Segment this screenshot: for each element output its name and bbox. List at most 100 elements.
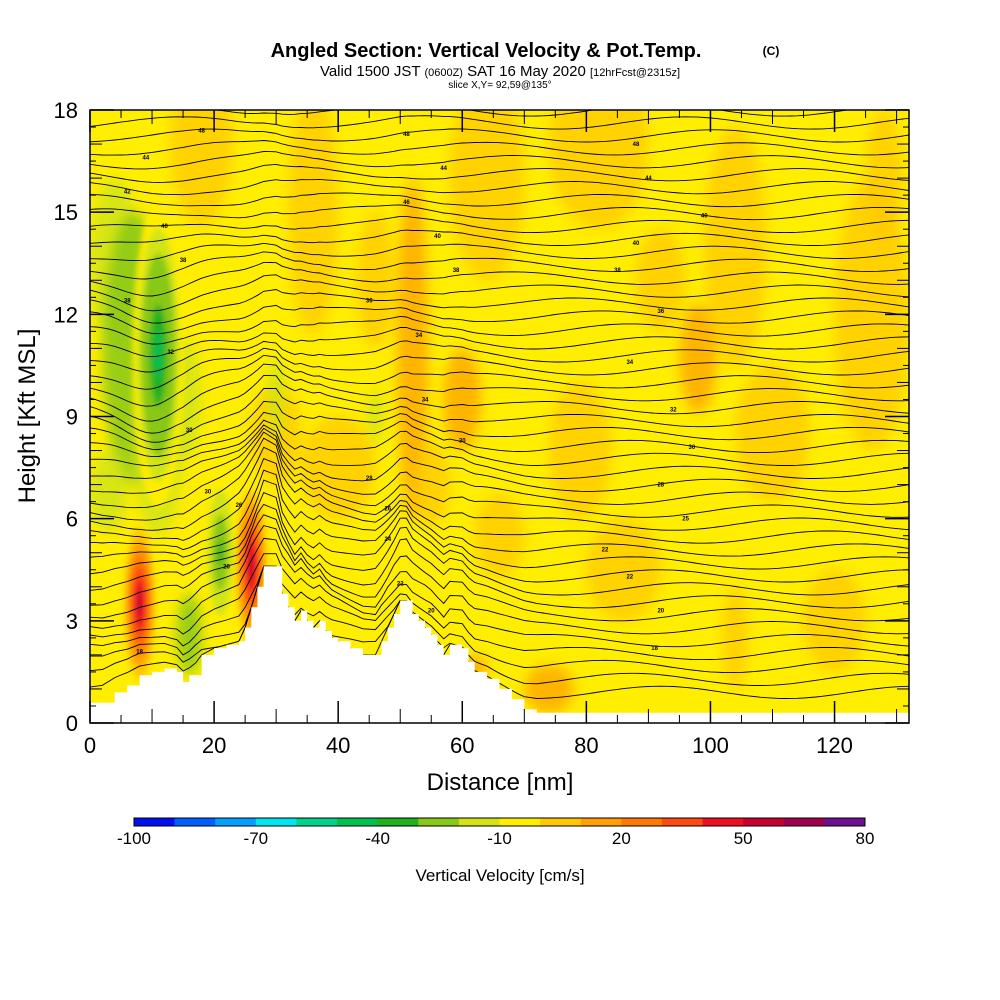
isentrope-label: 30 [688, 445, 695, 451]
field-patch [524, 665, 574, 713]
y-tick-label: 9 [66, 405, 78, 430]
isentrope-line [90, 128, 909, 143]
colorbar-swatch [337, 818, 378, 826]
colorbar-swatch [661, 818, 703, 826]
colorbar-swatch [580, 818, 622, 826]
isentrope-label: 38 [453, 268, 460, 274]
isentrope-label: 25 [682, 517, 689, 523]
y-tick-label: 15 [54, 200, 78, 225]
isentrope-line [90, 229, 909, 246]
colorbar-swatch [418, 818, 460, 826]
isentrope-line [90, 565, 909, 661]
isentrope-line [90, 375, 909, 434]
isentrope-line [90, 525, 909, 622]
colorbar-frame [133, 817, 866, 827]
field-patch [288, 110, 339, 335]
x-tick-label: 80 [574, 733, 598, 758]
isentrope-label: 18 [136, 649, 143, 655]
isentrope-label: 42 [124, 190, 131, 196]
field-patch [412, 443, 450, 526]
isentrope-labels: 48 48 48 44 44 44 42 46 40 40 40 40 38 38 38 38 36 36 34 32… [124, 128, 708, 655]
isentrope-label: 38 [180, 258, 187, 264]
colorbar-tick-label: 80 [856, 829, 875, 848]
isentrope-line [90, 431, 909, 509]
colorbar-tick-label: -100 [117, 829, 151, 848]
isentrope-line [90, 437, 909, 521]
valid-time-utc: (0600Z) [424, 67, 463, 79]
isentrope-line [90, 327, 909, 358]
isentrope-line [90, 514, 909, 609]
colorbar-tick-label: 20 [612, 829, 631, 848]
isentrope-line [90, 304, 909, 335]
isentrope-line [90, 251, 909, 280]
isentrope-label: 30 [459, 438, 466, 444]
valid-time-local: Valid 1500 JST [320, 63, 420, 80]
isentrope-line [90, 411, 909, 458]
isentrope-line [90, 388, 909, 443]
colorbar-swatch [621, 818, 663, 826]
isentrope-line [90, 151, 909, 170]
isentrope-line [90, 427, 909, 494]
isentrope-label: 32 [167, 350, 174, 356]
isentrope-line [90, 340, 909, 373]
isentrope-label: 26 [223, 564, 230, 570]
colorbar-tick-label: 50 [734, 829, 753, 848]
colorbar-swatch [824, 818, 866, 826]
isentrope-line [90, 363, 909, 422]
valid-time-line: Valid 1500 JST (0600Z) SAT 16 May 2020 [… [320, 63, 680, 80]
isentrope-label: 22 [626, 575, 633, 581]
isentrope-label: 20 [428, 609, 435, 615]
x-tick-label: 60 [450, 733, 474, 758]
colorbar-swatch [255, 818, 297, 826]
isentrope-label: 26 [384, 506, 391, 512]
isentrope-line [90, 347, 909, 390]
field-patch [735, 365, 810, 502]
isentrope-label: 38 [614, 268, 621, 274]
field-patch [722, 586, 748, 689]
field-patch [170, 110, 233, 226]
isentrope-line [90, 503, 909, 596]
colorbar-swatch [174, 818, 216, 826]
isentrope-label: 20 [657, 609, 664, 615]
colorbar: -100 -70 -40 -10 20 50 80 [117, 817, 875, 848]
colorbar-tick-label: -40 [365, 829, 390, 848]
isentrope-label: 26 [236, 503, 243, 509]
colorbar-swatch [702, 818, 744, 826]
colorbar-tick-label: -70 [244, 829, 269, 848]
isentrope-line [90, 274, 909, 312]
isentrope-label: 18 [651, 646, 658, 652]
isentrope-label: 28 [657, 483, 664, 489]
isentrope-line [90, 163, 909, 183]
isentrope-line [90, 424, 909, 479]
isentrope-line [90, 479, 909, 570]
field-patch [266, 358, 286, 441]
isentrope-label: 38 [124, 299, 131, 305]
feature-updraft [248, 553, 254, 580]
isentrope-label: 34 [626, 360, 633, 366]
colorbar-swatch [215, 818, 257, 826]
colorbar-swatch [134, 818, 175, 826]
field-patch [549, 382, 612, 519]
terrain [90, 566, 909, 723]
x-tick-label: 120 [816, 733, 853, 758]
isentrope-label: 40 [434, 234, 441, 240]
isentrope-label: 40 [701, 214, 708, 220]
isentrope-line [90, 215, 909, 234]
isentrope-line [90, 289, 909, 324]
x-tick-label: 40 [326, 733, 350, 758]
isentrope-line [90, 492, 909, 583]
isentrope-line [90, 315, 909, 345]
y-tick-label: 0 [66, 711, 78, 736]
isentrope-line [90, 446, 909, 531]
plot-area: 48 48 48 44 44 44 42 46 40 40 40 40 38 38 38 38 36 36 34 32… [90, 110, 909, 723]
chart-title: Angled Section: Vertical Velocity & Pot.… [271, 40, 702, 62]
colorbar-swatch [377, 818, 419, 826]
isentrope-label: 36 [366, 299, 373, 305]
x-tick-label: 20 [202, 733, 226, 758]
isentrope-line [90, 553, 909, 648]
y-tick-label: 12 [54, 302, 78, 327]
isentrope-label: 44 [142, 156, 149, 162]
isentrope-label: 30 [205, 489, 212, 495]
